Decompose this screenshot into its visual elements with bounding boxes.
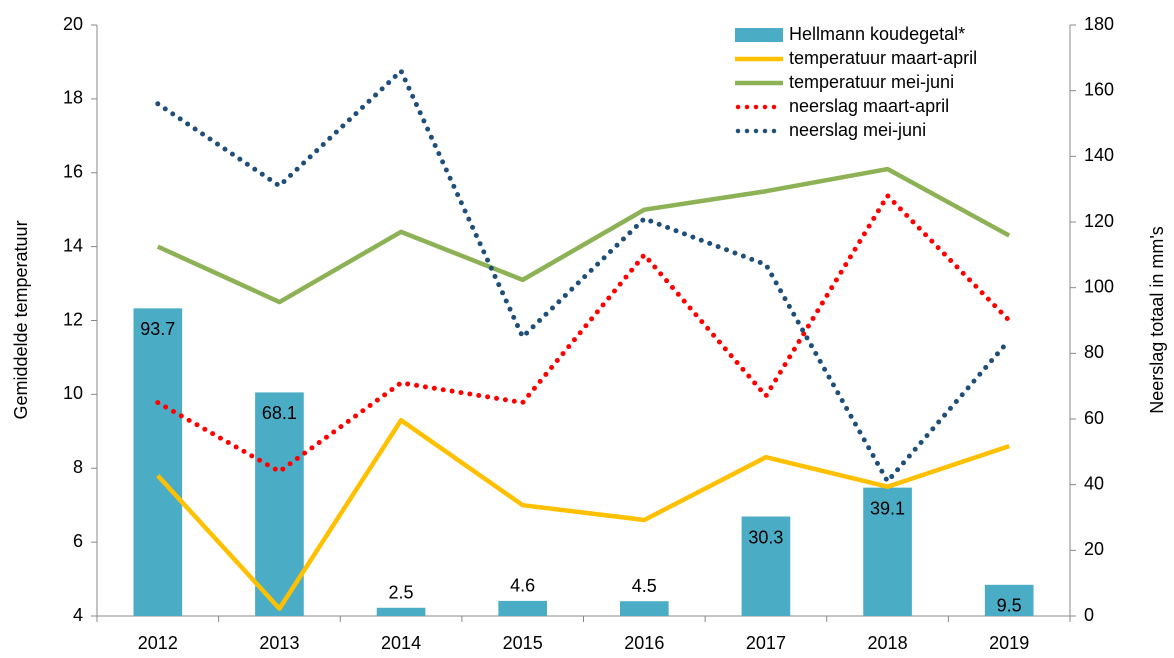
y-tick-label: 8 bbox=[73, 457, 83, 477]
y-tick-label: 18 bbox=[63, 88, 83, 108]
bar bbox=[376, 607, 426, 616]
x-tick-label: 2015 bbox=[503, 633, 543, 653]
y2-tick-label: 160 bbox=[1084, 79, 1114, 99]
legend-label: temperatuur maart-april bbox=[789, 48, 977, 68]
bar bbox=[498, 600, 548, 616]
legend-swatch bbox=[735, 28, 783, 42]
bar-value-label: 30.3 bbox=[748, 527, 783, 547]
legend-label: neerslag maart-april bbox=[789, 96, 949, 116]
bar bbox=[619, 601, 669, 616]
y2-tick-label: 0 bbox=[1084, 605, 1094, 625]
y2-tick-label: 80 bbox=[1084, 342, 1104, 362]
line-series bbox=[155, 68, 1012, 484]
x-tick-label: 2019 bbox=[989, 633, 1029, 653]
line-series bbox=[156, 417, 1010, 611]
y2-tick-label: 180 bbox=[1084, 14, 1114, 34]
legend-label: neerslag mei-juni bbox=[789, 120, 926, 140]
bar-value-label: 39.1 bbox=[870, 498, 905, 518]
y-tick-label: 20 bbox=[63, 14, 83, 34]
bar bbox=[741, 516, 791, 616]
bar bbox=[133, 308, 183, 616]
y-tick-label: 4 bbox=[73, 605, 83, 625]
y2-tick-label: 60 bbox=[1084, 408, 1104, 428]
bar bbox=[255, 392, 304, 616]
x-tick-label: 2018 bbox=[868, 633, 908, 653]
line-series bbox=[156, 166, 1011, 305]
x-tick-label: 2012 bbox=[138, 633, 178, 653]
y2-tick-label: 40 bbox=[1084, 473, 1104, 493]
bar bbox=[863, 487, 912, 616]
y2-tick-label: 140 bbox=[1084, 145, 1114, 165]
bar bbox=[984, 584, 1034, 616]
legend-label: Hellmann koudegetal* bbox=[789, 24, 965, 44]
y-tick-label: 6 bbox=[73, 531, 83, 551]
x-tick-label: 2014 bbox=[381, 633, 421, 653]
bar-value-label: 4.5 bbox=[632, 576, 657, 596]
bar-value-label: 68.1 bbox=[262, 403, 297, 423]
bar-value-label: 2.5 bbox=[389, 583, 414, 603]
y-tick-label: 12 bbox=[63, 309, 83, 329]
y-axis-label: Gemiddelde temperatuur bbox=[11, 220, 31, 419]
bar-value-label: 9.5 bbox=[997, 596, 1022, 616]
legend-label: temperatuur mei-juni bbox=[789, 72, 954, 92]
x-tick-label: 2016 bbox=[624, 633, 664, 653]
y2-axis-label: Neerslag totaal in mm's bbox=[1147, 226, 1167, 414]
y2-tick-label: 100 bbox=[1084, 276, 1114, 296]
y2-tick-label: 20 bbox=[1084, 539, 1104, 559]
y-tick-label: 10 bbox=[63, 383, 83, 403]
bar-value-label: 4.6 bbox=[510, 576, 535, 596]
y-tick-label: 14 bbox=[63, 235, 83, 255]
y-tick-label: 16 bbox=[63, 162, 83, 182]
y2-tick-label: 120 bbox=[1084, 211, 1114, 231]
x-tick-label: 2013 bbox=[259, 633, 299, 653]
x-tick-label: 2017 bbox=[746, 633, 786, 653]
bar-value-label: 93.7 bbox=[140, 319, 175, 339]
